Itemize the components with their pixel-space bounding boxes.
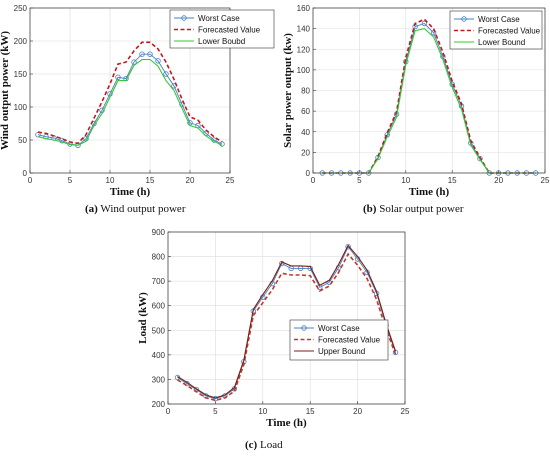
x-axis-title: Time (h) (266, 417, 307, 429)
x-tick-label: 10 (258, 407, 267, 416)
data-point (212, 395, 219, 402)
data-point (345, 243, 351, 250)
y-tick-label: 600 (152, 302, 166, 311)
x-axis-title: Time (h) (110, 186, 151, 198)
caption-wind: (a) Wind output power (85, 203, 186, 215)
x-tick-label: 25 (401, 407, 410, 416)
y-tick-label: 140 (297, 25, 311, 34)
y-tick-label: 100 (14, 103, 28, 112)
y-tick-label: 20 (301, 148, 310, 157)
series-line-1 (177, 245, 396, 400)
x-tick-label: 20 (353, 407, 362, 416)
x-tick-label: 0 (28, 176, 33, 185)
x-axis-title: Time (h) (409, 186, 450, 198)
x-tick-label: 20 (494, 176, 503, 185)
x-tick-label: 20 (186, 176, 195, 185)
legend-marker (181, 15, 187, 21)
y-tick-label: 40 (301, 128, 310, 137)
data-point (139, 51, 145, 57)
x-tick-label: 5 (357, 176, 362, 185)
legend-label: Lower Boubd (198, 37, 245, 46)
legend-label: Upper Bound (318, 347, 365, 356)
y-tick-label: 200 (152, 400, 166, 409)
x-tick-label: 15 (448, 176, 457, 185)
plot-area (168, 232, 405, 404)
y-tick-label: 800 (152, 253, 166, 262)
caption-load: (c) Load (245, 439, 283, 451)
y-tick-label: 200 (14, 37, 28, 46)
y-tick-label: 100 (297, 66, 311, 75)
y-tick-label: 900 (152, 228, 166, 237)
legend-marker (461, 16, 467, 22)
x-tick-label: 15 (306, 407, 315, 416)
y-axis-title: Wind output power (kW) (0, 31, 11, 150)
y-tick-label: 0 (23, 169, 28, 178)
axes-frame (29, 7, 231, 174)
legend-label: Lower Bound (478, 38, 525, 47)
legend-marker (301, 325, 307, 331)
y-tick-label: 500 (152, 326, 166, 335)
panel-solar: 0 5 10 15 20 25 0 20 40 60 80 100 120 140 160 Time (h) S… (282, 4, 550, 198)
data-point (131, 59, 137, 65)
series-line-2 (37, 41, 223, 145)
legend-label: Forecasted Value (318, 336, 381, 345)
legend-label: Worst Case (318, 324, 360, 333)
y-tick-label: 120 (297, 45, 311, 54)
series-line-3 (37, 58, 223, 146)
x-tick-label: 0 (166, 407, 171, 416)
y-tick-label: 60 (301, 107, 310, 116)
axes-frame (312, 7, 546, 174)
legend-label: Forecasted Value (198, 26, 261, 35)
x-tick-label: 10 (401, 176, 410, 185)
y-axis-title: Solar power output (kw) (282, 33, 294, 148)
x-tick-label: 10 (106, 176, 115, 185)
panel-load: 0 5 10 15 20 25 200 300 400 500 600 700 800 900 Time (… (137, 228, 410, 429)
y-tick-label: 50 (18, 136, 27, 145)
y-tick-label: 300 (152, 375, 166, 384)
y-tick-label: 160 (297, 4, 311, 13)
y-tick-label: 0 (306, 169, 311, 178)
data-point (163, 71, 169, 77)
legend-label: Worst Case (198, 14, 240, 23)
series-line-3 (177, 244, 397, 399)
legend-label: Worst Case (478, 15, 520, 24)
data-point (421, 20, 428, 27)
x-tick-label: 5 (68, 176, 73, 185)
x-tick-label: 5 (213, 407, 218, 416)
legend-label: Forecasted Value (478, 27, 541, 36)
data-point (59, 137, 65, 144)
y-tick-label: 250 (14, 4, 28, 13)
caption-solar: (b) Solar output power (363, 203, 464, 215)
x-tick-label: 15 (146, 176, 155, 185)
y-tick-label: 150 (14, 70, 28, 79)
y-axis-title: Load (kW) (137, 292, 149, 344)
x-tick-label: 0 (311, 176, 316, 185)
data-point (477, 155, 483, 162)
x-tick-label: 25 (541, 176, 550, 185)
data-point (155, 58, 161, 64)
series-line-2 (177, 252, 397, 402)
y-tick-label: 400 (152, 351, 166, 360)
data-point (115, 74, 121, 80)
y-tick-label: 80 (301, 87, 310, 96)
series-line-1 (37, 53, 223, 146)
axes-frame (167, 231, 406, 405)
y-tick-label: 700 (152, 277, 166, 286)
data-point (147, 51, 153, 57)
x-tick-label: 25 (226, 176, 235, 185)
